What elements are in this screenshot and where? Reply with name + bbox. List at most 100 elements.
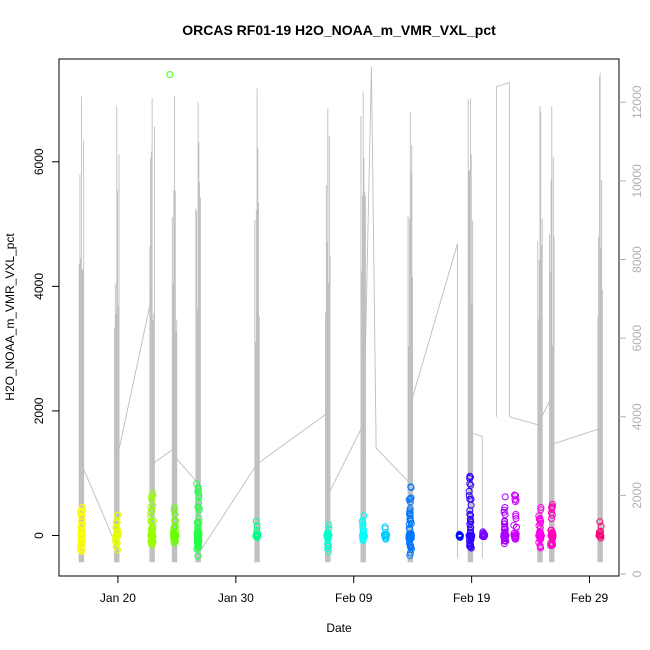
data-point [78, 528, 86, 536]
right-series-connector [327, 424, 364, 496]
data-point [195, 504, 203, 512]
flight-series [380, 523, 391, 543]
y-tick-label: 6000 [32, 148, 46, 175]
data-point [406, 532, 414, 539]
data-point [512, 496, 520, 504]
data-point [252, 517, 260, 525]
data-point [467, 511, 475, 519]
data-point [149, 501, 157, 509]
data-point [467, 544, 475, 552]
data-point [405, 533, 413, 541]
data-point [147, 517, 155, 525]
data-point [467, 501, 475, 509]
data-point [112, 532, 120, 540]
data-point [549, 533, 557, 541]
data-point [597, 527, 605, 535]
data-point [466, 472, 474, 480]
right-series-connector [197, 463, 258, 555]
data-point [78, 507, 86, 515]
data-point [537, 504, 545, 511]
data-point [467, 524, 474, 532]
data-point [195, 538, 202, 546]
data-point [195, 506, 203, 514]
data-point [595, 531, 603, 539]
data-point [149, 492, 157, 500]
y2-tick-label: 0 [630, 570, 644, 577]
data-point [456, 532, 464, 540]
data-point [254, 530, 262, 538]
data-point [324, 533, 332, 541]
x-tick-label: Feb 29 [571, 591, 609, 605]
x-tick-label: Feb 19 [453, 591, 491, 605]
data-point [501, 517, 509, 525]
data-point [406, 512, 414, 519]
flight-series [358, 512, 369, 544]
data-point [325, 521, 333, 529]
right-series-spike [171, 96, 178, 563]
flight-series [169, 504, 180, 547]
data-point [194, 484, 202, 492]
data-point [596, 530, 604, 538]
data-point [194, 527, 202, 535]
y-tick-label: 4000 [32, 273, 46, 300]
data-point [170, 507, 178, 515]
data-point [500, 520, 508, 528]
y2-tick-label: 2000 [630, 482, 644, 509]
right-series-spike [254, 88, 260, 563]
data-point [547, 509, 555, 517]
data-point [170, 524, 178, 532]
data-point [172, 517, 180, 525]
flight-series [479, 528, 489, 541]
data-point [536, 524, 544, 532]
data-point [466, 517, 474, 525]
data-point [194, 552, 202, 560]
y-tick-label: 2000 [32, 397, 46, 424]
right-series-connector [174, 455, 199, 484]
flight-series [465, 472, 476, 552]
data-point [324, 529, 332, 537]
data-point [147, 503, 155, 511]
data-point [148, 527, 156, 535]
data-outliers [166, 71, 174, 79]
data-point [147, 493, 155, 501]
flight-series [147, 489, 157, 549]
data-point [112, 539, 120, 547]
flight-series [547, 500, 557, 549]
right-axis-series [78, 66, 603, 563]
data-point [548, 505, 556, 512]
data-point [77, 523, 85, 531]
data-point [113, 518, 120, 526]
data-point [325, 525, 333, 533]
flight-series [500, 493, 510, 548]
x-tick-label: Jan 20 [100, 591, 136, 605]
data-point [194, 531, 202, 539]
data-point [548, 541, 556, 549]
flight-series [323, 521, 333, 556]
right-series-connector [470, 432, 483, 437]
right-series-spike [537, 106, 543, 563]
data-point [194, 488, 202, 496]
data-point [466, 480, 474, 488]
y2-tick-label: 4000 [630, 403, 644, 430]
data-point [501, 493, 509, 501]
right-series-spike [78, 96, 85, 563]
data-point [465, 492, 473, 500]
x-axis-label: Date [326, 621, 352, 635]
y2-tick-label: 10000 [630, 164, 644, 198]
data-point [480, 532, 487, 540]
data-point [405, 496, 413, 504]
data-point [170, 529, 178, 537]
data-point [512, 515, 520, 523]
right-y-axis: 0 2000 4000 6000 8000 10000 12000 [619, 85, 644, 577]
flight-series [455, 530, 464, 541]
data-point [466, 473, 474, 481]
data-point [467, 535, 475, 543]
right-series-connector [370, 66, 377, 449]
y-axis: 0 2000 4000 6000 [32, 148, 59, 539]
right-series-spike [325, 108, 331, 563]
data-point [510, 532, 518, 539]
data-point [548, 500, 556, 508]
y2-tick-label: 6000 [630, 324, 644, 351]
data-point [325, 542, 332, 550]
